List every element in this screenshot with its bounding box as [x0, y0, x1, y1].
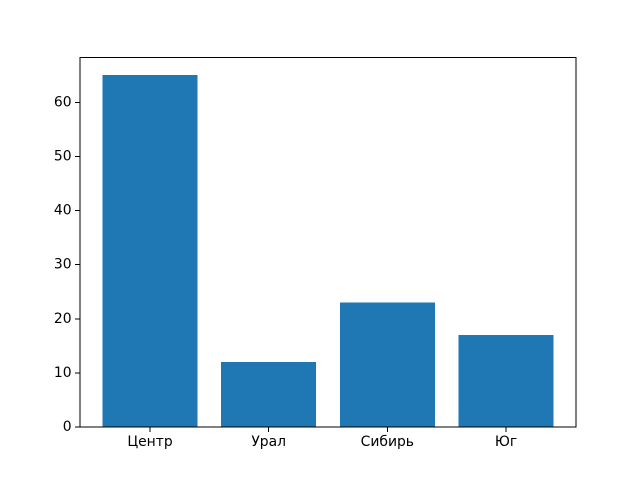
bar-2	[339, 302, 435, 428]
y-tick-label-1: 10	[54, 365, 72, 381]
bar-3	[458, 335, 554, 428]
x-tick-label-0: Центр	[127, 434, 173, 450]
y-tick-label-4: 40	[54, 203, 72, 219]
y-tick-label-0: 0	[63, 419, 72, 435]
x-tick-label-1: Урал	[251, 434, 286, 450]
x-tick-label-2: Сибирь	[361, 434, 414, 450]
y-tick-label-3: 30	[54, 257, 72, 273]
y-tick-label-2: 20	[54, 311, 72, 327]
bar-1	[221, 362, 317, 428]
x-tick-label-3: Юг	[495, 434, 517, 450]
y-tick-label-6: 60	[54, 94, 72, 110]
axes-frame	[79, 57, 577, 428]
y-tick-label-5: 50	[54, 148, 72, 164]
bar-0	[102, 75, 198, 428]
